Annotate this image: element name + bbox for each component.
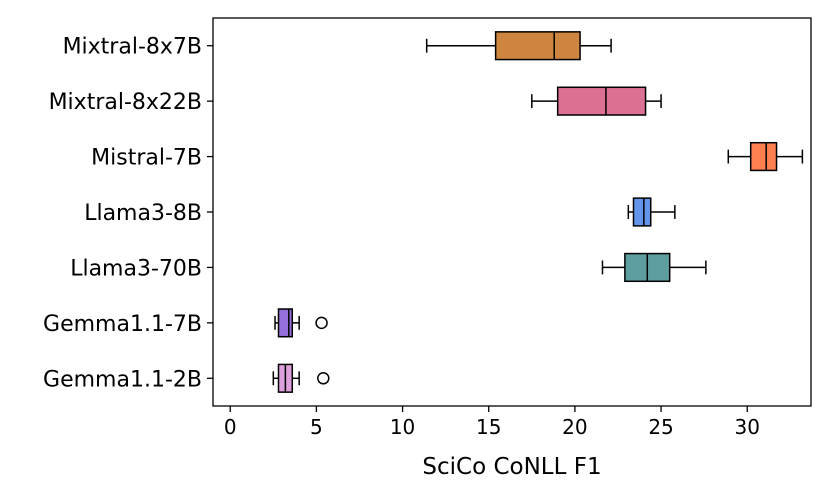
x-tick-label: 25	[648, 415, 673, 439]
y-tick-label: Gemma1.1-7B	[43, 312, 202, 337]
x-tick-label: 30	[735, 415, 760, 439]
y-tick-label: Gemma1.1-2B	[43, 367, 202, 392]
box-group	[274, 308, 328, 338]
x-tick-label: 20	[562, 415, 587, 439]
y-tick-label: Mixtral-8x22B	[49, 90, 202, 115]
outlier-point	[315, 316, 328, 330]
y-tick-label: Llama3-70B	[70, 256, 202, 281]
outlier-point	[317, 372, 330, 385]
y-tick-label: Mixtral-8x7B	[63, 35, 202, 60]
plot-frame	[212, 17, 812, 407]
y-axis: Mixtral-8x7B Mixtral-8x22B Mistral-7B Llama…	[43, 35, 213, 392]
box-group	[272, 363, 330, 393]
box-iqr	[277, 308, 294, 338]
box-iqr	[749, 141, 778, 172]
y-tick-label: Llama3-8B	[84, 201, 202, 226]
x-tick-label: 5	[310, 415, 323, 439]
box-group	[727, 141, 804, 172]
x-axis: 0 5 10 15 20 25 30	[224, 406, 760, 439]
box-group	[601, 252, 707, 283]
x-axis-label: SciCo CoNLL F1	[422, 454, 601, 480]
box-group	[627, 197, 676, 227]
box-group	[425, 31, 612, 61]
box-iqr	[556, 86, 647, 116]
chart-marks	[272, 31, 804, 393]
y-tick-label: Mistral-7B	[91, 146, 202, 171]
box-group	[531, 86, 662, 116]
x-tick-label: 0	[224, 415, 237, 439]
x-tick-label: 10	[390, 415, 415, 439]
x-tick-label: 15	[476, 415, 501, 439]
box-iqr	[632, 197, 652, 227]
box-iqr	[494, 31, 581, 61]
